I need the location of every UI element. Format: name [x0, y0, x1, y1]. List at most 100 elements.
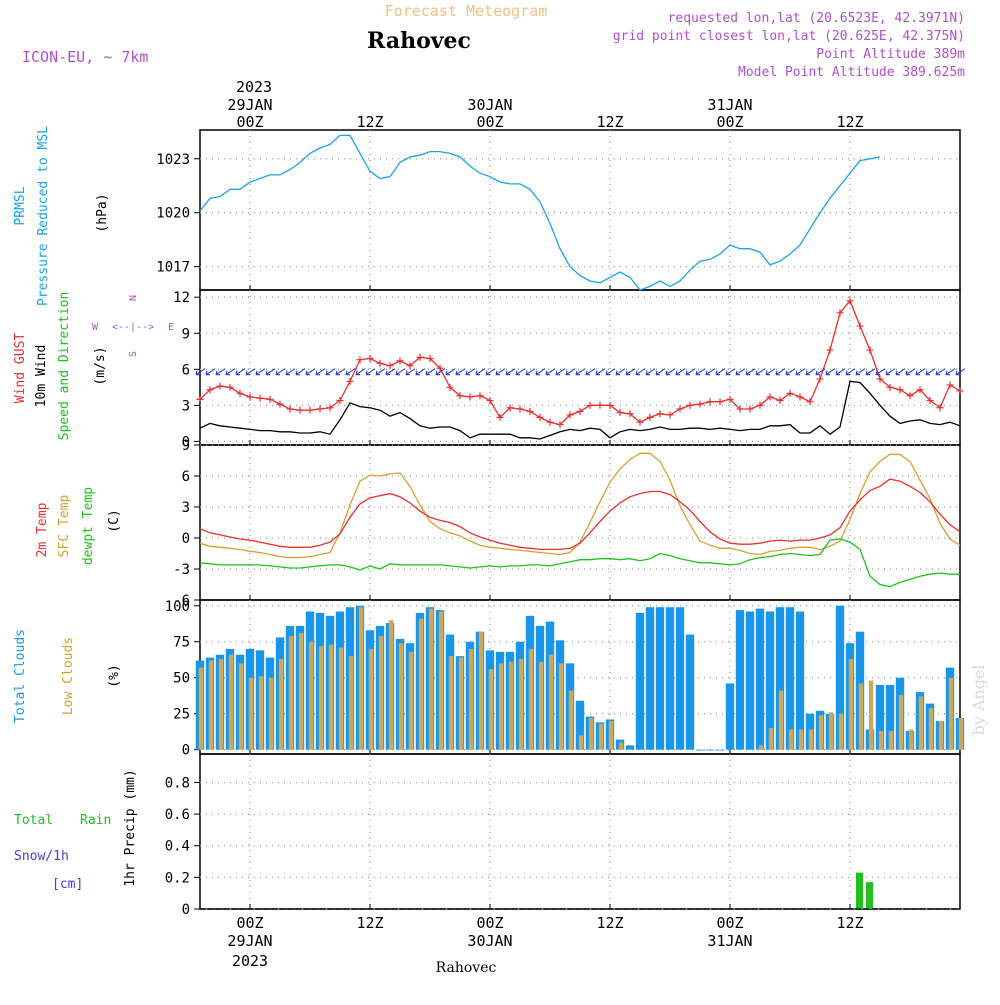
low-cloud-bar	[888, 730, 894, 750]
precipitation-ytick-label: 0	[182, 902, 190, 918]
gust-marker	[326, 404, 334, 412]
temperature-ytick-label: 6	[182, 469, 190, 485]
precip-ylabel: Total Rain Snow/1h [cm] 1hr Precip (mm)	[14, 769, 138, 892]
wind-arrow	[445, 368, 456, 376]
wind-arrow	[475, 368, 486, 376]
total-cloud-bar	[735, 610, 745, 750]
gust-marker	[776, 397, 784, 405]
low-cloud-bar	[938, 720, 944, 750]
gust-marker	[516, 405, 524, 413]
bottom-hour-label: 12Z	[356, 914, 383, 932]
low-cloud-bar	[468, 648, 474, 750]
compass-east: E	[168, 322, 174, 333]
low-cloud-bar	[438, 611, 444, 750]
wind-arrow	[835, 368, 846, 376]
total-cloud-bar	[785, 607, 795, 750]
wind-arrow	[575, 368, 586, 376]
wind-arrow	[915, 368, 926, 376]
wind-arrow	[235, 368, 246, 376]
wind-arrow	[855, 368, 866, 376]
wind-arrow	[925, 368, 936, 376]
low-cloud-bar	[268, 677, 274, 750]
gust-marker	[276, 400, 284, 408]
gust-marker	[546, 418, 554, 426]
total-cloud-bar	[645, 607, 655, 750]
temp-unit: (C)	[107, 509, 122, 532]
gust-marker	[786, 389, 794, 397]
wind-arrow	[715, 368, 726, 376]
gust-marker	[226, 383, 234, 391]
precipitation-ytick-label: 0.2	[165, 870, 190, 886]
wind-arrow	[385, 368, 396, 376]
snow-unit-label: [cm]	[52, 877, 83, 892]
gust-marker	[466, 393, 474, 401]
low-cloud-bar	[428, 608, 434, 750]
wind-arrow	[675, 368, 686, 376]
gust-marker	[816, 375, 824, 383]
wind-arrow	[465, 368, 476, 376]
total-cloud-bar	[875, 684, 885, 750]
total-cloud-bar	[835, 605, 845, 750]
temp-sfc-title: SFC Temp	[57, 495, 72, 558]
low-cloud-bar	[418, 618, 424, 750]
wind-arrow	[535, 368, 546, 376]
wind-arrow	[765, 368, 776, 376]
total-cloud-bar	[575, 700, 585, 750]
low-cloud-bar	[958, 718, 964, 750]
gust-marker	[666, 411, 674, 419]
gust-marker	[796, 393, 804, 401]
total-cloud-bar	[665, 607, 675, 750]
gust-marker	[356, 356, 364, 364]
wind-arrow	[295, 368, 306, 376]
total-cloud-bar	[655, 607, 665, 750]
temperature-ytick-label: 3	[182, 500, 190, 516]
total-cloud-bar	[705, 749, 715, 751]
low-cloud-bar	[558, 663, 564, 750]
low-cloud-bar	[838, 713, 844, 750]
clouds-ytick-label: 25	[173, 707, 190, 723]
temperature-ytick-label: -3	[173, 562, 190, 578]
low-cloud-bar	[618, 742, 624, 750]
total-cloud-bar	[635, 612, 645, 750]
wind-arrow	[275, 368, 286, 376]
gust-marker	[956, 387, 964, 395]
wind-arrow	[215, 368, 226, 376]
low-cloud-bar	[788, 729, 794, 750]
wind-arrow	[515, 368, 526, 376]
wind-arrow	[945, 368, 956, 376]
low-cloud-bar	[358, 607, 364, 750]
low-cloud-bar	[598, 723, 604, 750]
pressure-ytick-label: 1023	[156, 152, 190, 168]
low-cloud-bar	[238, 663, 244, 750]
top-date-label: 30JAN	[467, 96, 512, 114]
sfc-temp-line	[199, 452, 961, 559]
gust-marker	[656, 410, 664, 418]
wind-arrow	[625, 368, 636, 376]
low-cloud-bar	[568, 690, 574, 750]
gust-marker	[586, 401, 594, 409]
gust-marker	[676, 405, 684, 413]
temp-dew-title: dewpt Temp	[81, 487, 96, 565]
model-altitude: Model Point Altitude 389.625m	[738, 65, 965, 80]
low-cloud-bar	[778, 690, 784, 750]
panel-precipitation: 0 0.2 0.4 0.6 0.8	[165, 753, 961, 918]
wind-arrow	[555, 368, 566, 376]
cloud-bars	[195, 605, 965, 751]
wind-arrow	[455, 368, 466, 376]
compass-rose: N W <--|--> E S	[92, 295, 174, 357]
low-cloud-bar	[878, 730, 884, 750]
low-cloud-bar	[318, 646, 324, 750]
wind-arrow	[425, 368, 436, 376]
compass-west: W	[92, 322, 99, 333]
wind-ytick-label: 9	[182, 326, 190, 342]
point-altitude: Point Altitude 389m	[816, 47, 965, 62]
low-cloud-bar	[448, 656, 454, 750]
gust-marker	[826, 346, 834, 354]
panel-pressure: 1017 1020 1023	[156, 129, 961, 291]
low-cloud-bar	[308, 641, 314, 750]
wind-title: 10m Wind	[34, 345, 49, 408]
wind-dir-title: Speed and Direction	[57, 292, 72, 441]
wind-arrow	[405, 368, 416, 376]
low-cloud-bar	[378, 635, 384, 750]
